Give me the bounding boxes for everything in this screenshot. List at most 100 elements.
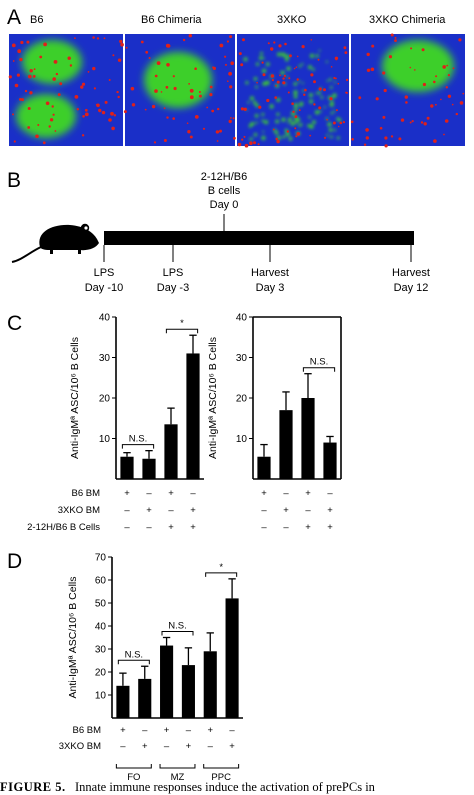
cell-dot	[299, 101, 304, 106]
condition-mark: +	[327, 522, 333, 533]
cell-dot	[42, 141, 46, 145]
y-tick-label: 10	[99, 434, 111, 445]
cell-dot	[430, 104, 434, 108]
y-tick-label: 60	[95, 576, 107, 587]
cell-dot	[14, 83, 19, 88]
cell-dot	[67, 56, 71, 60]
cell-dot	[84, 108, 88, 112]
cell-dot	[289, 54, 292, 58]
cell-dot	[371, 44, 375, 48]
cell-dot	[229, 35, 233, 39]
cell-dot	[285, 58, 289, 62]
cell-dot	[253, 133, 258, 137]
condition-row-label: 3XKO BM	[59, 741, 101, 752]
condition-row-label: B6 BM	[72, 725, 101, 736]
cell-dot	[323, 106, 326, 109]
cell-dot	[394, 36, 397, 39]
significance-bracket	[302, 367, 336, 372]
cell-dot	[313, 103, 316, 106]
cell-dot	[189, 88, 194, 93]
cell-dot	[394, 39, 397, 42]
cell-dot	[225, 63, 227, 66]
cell-dot	[409, 121, 412, 124]
cell-dot	[250, 122, 255, 126]
cell-dot	[270, 74, 275, 78]
cell-dot	[400, 118, 405, 122]
condition-mark: +	[168, 522, 174, 533]
cell-dot	[166, 63, 170, 67]
cell-dot	[312, 120, 316, 125]
cell-dot	[96, 37, 100, 40]
condition-row-label: B6 BM	[71, 488, 100, 499]
cell-dot	[26, 40, 30, 44]
cell-dot	[224, 55, 227, 58]
cell-dot	[334, 81, 337, 84]
cell-dot	[267, 42, 270, 45]
cell-dot	[11, 43, 16, 48]
cell-dot	[283, 74, 286, 77]
cell-dot	[271, 79, 274, 82]
cell-dot	[198, 91, 201, 93]
y-tick-label: 70	[95, 553, 107, 564]
y-tick-label: 30	[236, 353, 248, 364]
cell-dot	[281, 52, 285, 56]
cell-dot	[261, 113, 265, 116]
cell-dot	[245, 81, 249, 85]
cell-dot	[259, 56, 263, 60]
cell-dot	[282, 77, 285, 80]
cell-dot	[275, 137, 278, 141]
caption-text: Innate immune responses induce the activ…	[75, 780, 375, 794]
cell-dot	[308, 115, 311, 119]
cell-dot	[238, 52, 242, 56]
red-cells-b6	[8, 36, 124, 145]
cell-dot	[189, 95, 194, 100]
cell-dot	[266, 98, 270, 103]
cell-dot	[202, 127, 206, 130]
cell-dot	[383, 88, 387, 93]
cell-dot	[277, 52, 281, 57]
cell-dot	[330, 111, 334, 115]
cell-dot	[35, 134, 39, 139]
cell-dot	[249, 96, 255, 101]
condition-mark: +	[120, 725, 126, 736]
condition-mark: +	[261, 488, 267, 499]
micrograph-b6-chimeria	[123, 34, 236, 146]
image-label-3xko-chimeria: 3XKO Chimeria	[369, 14, 446, 26]
cell-dot	[20, 40, 24, 45]
image-label-b6-chimeria: B6 Chimeria	[141, 14, 202, 26]
cell-dot	[298, 80, 301, 83]
cell-dot	[420, 121, 424, 124]
cell-dot	[308, 93, 313, 98]
bar	[301, 398, 315, 479]
cell-dot	[452, 67, 455, 70]
cell-dot	[229, 85, 233, 89]
cell-dot	[282, 135, 286, 139]
cell-dot	[274, 96, 278, 99]
y-tick-label: 30	[95, 645, 107, 656]
cell-dot	[173, 86, 177, 91]
cell-dot	[13, 140, 16, 143]
cell-dot	[293, 90, 298, 95]
cell-dot	[131, 103, 136, 107]
cell-dot	[404, 95, 408, 99]
group-bracket	[203, 764, 240, 769]
cell-dot	[87, 71, 90, 73]
cell-dot	[108, 118, 112, 122]
cell-dot	[219, 129, 222, 133]
cell-dot	[423, 122, 427, 126]
condition-mark: +	[164, 725, 170, 736]
condition-mark: –	[283, 488, 289, 499]
significance-bracket	[205, 572, 238, 577]
cell-dot	[343, 46, 347, 50]
condition-mark: +	[190, 522, 196, 533]
cell-dot	[140, 40, 144, 44]
cell-dot	[333, 128, 337, 132]
cell-dot	[312, 68, 315, 71]
cell-dot	[288, 77, 291, 80]
cell-dot	[317, 91, 321, 95]
cell-dot	[233, 136, 236, 140]
cell-dot	[110, 111, 114, 116]
timepoint-3-line2: Day 3	[256, 282, 285, 294]
condition-mark: –	[146, 488, 152, 499]
group-label: FO	[127, 772, 140, 780]
